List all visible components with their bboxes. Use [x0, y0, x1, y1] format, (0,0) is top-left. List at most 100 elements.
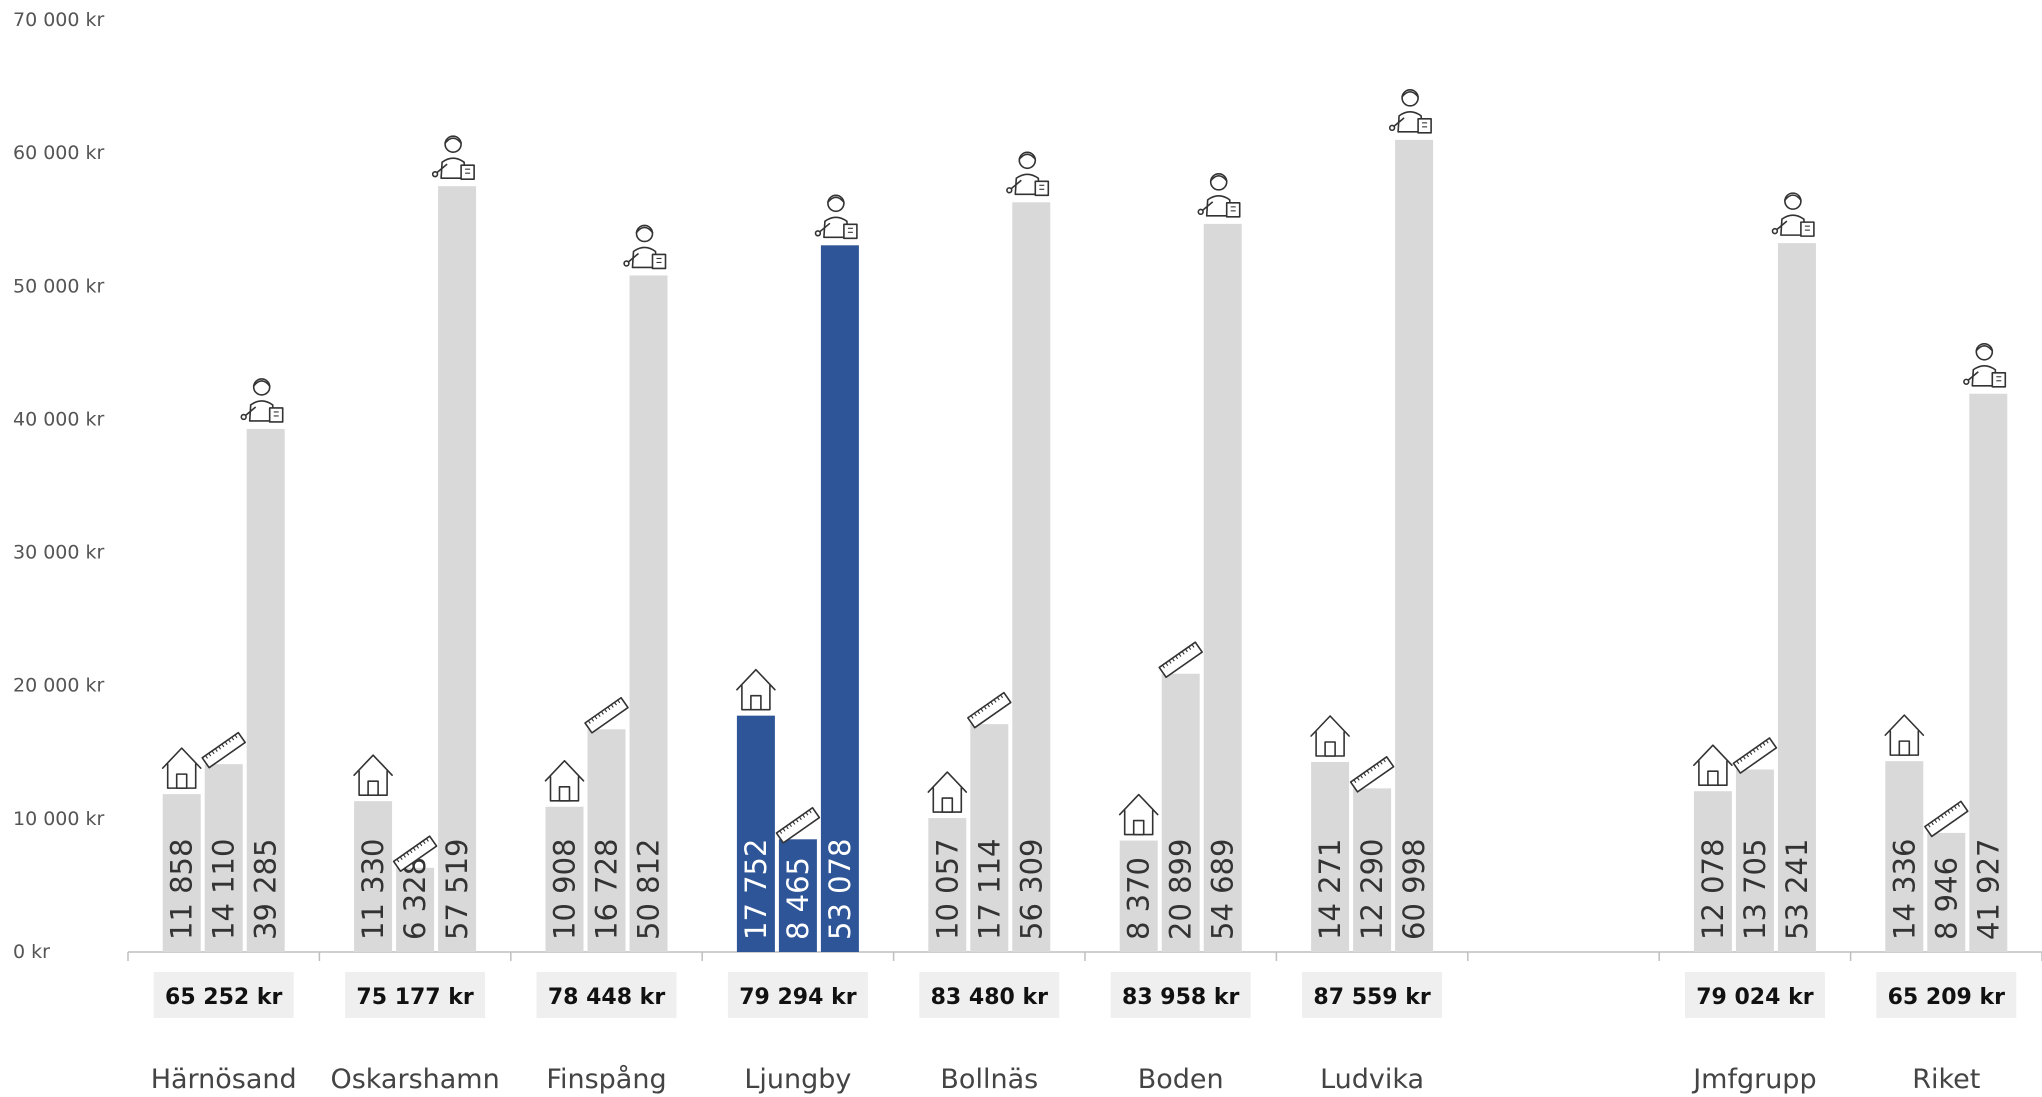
total-box — [1110, 972, 1251, 1018]
house-icon — [927, 771, 968, 813]
total-value: 65 209 kr — [1888, 985, 2005, 1010]
y-tick-label: 50 000 kr — [13, 275, 105, 297]
category-label: Härnösand — [151, 1064, 297, 1095]
house-icon — [161, 747, 202, 789]
bar-value-label: 8 465 — [781, 857, 815, 940]
total-value: 79 024 kr — [1696, 985, 1813, 1010]
teacher-icon — [1771, 192, 1815, 237]
teacher-icon — [240, 378, 284, 423]
bar — [1969, 393, 2008, 952]
ruler-icon — [1349, 756, 1395, 793]
ruler-icon — [1924, 800, 1969, 838]
bar — [162, 794, 201, 952]
bars — [162, 139, 2008, 953]
ruler-icon — [1158, 641, 1203, 679]
category-label: Riket — [1912, 1064, 1980, 1095]
teacher-icon — [1197, 173, 1241, 218]
teacher-icon — [1006, 151, 1050, 197]
bar — [1395, 139, 1434, 952]
bar-value-label: 17 114 — [972, 839, 1006, 940]
category-label: Ludvika — [1320, 1064, 1424, 1095]
bar-value-label: 14 336 — [1887, 839, 1921, 940]
category-label: Ljungby — [744, 1064, 851, 1095]
bar — [1161, 673, 1200, 952]
bar-value-label: 54 689 — [1206, 839, 1240, 940]
total-value: 75 177 kr — [356, 985, 473, 1010]
ruler-icon — [967, 691, 1012, 729]
bar — [354, 801, 393, 952]
bar-value-label: 10 057 — [930, 839, 964, 940]
total-box — [919, 972, 1060, 1018]
bar — [1203, 223, 1242, 952]
icons — [161, 89, 2007, 873]
y-tick-label: 10 000 kr — [13, 808, 105, 830]
ruler-icon — [584, 696, 629, 734]
bar-value-label: 14 271 — [1313, 839, 1347, 940]
y-tick-label: 70 000 kr — [13, 9, 105, 31]
total-box — [727, 972, 868, 1018]
bar — [1012, 202, 1051, 952]
bar — [1311, 761, 1350, 952]
bar-value-label: 39 285 — [249, 839, 283, 940]
house-icon — [1693, 744, 1733, 786]
house-icon — [1118, 793, 1159, 836]
bar — [778, 839, 817, 952]
totals: 65 252 kr 75 177 kr 78 448 kr 79 294 kr 83 4… — [153, 972, 2017, 1018]
bar-value-label: 56 309 — [1014, 839, 1048, 940]
value-labels: 11 858 14 110 39 285 11 330 6 328 57 519 10 90… — [165, 839, 2006, 940]
category-label: Oskarshamn — [330, 1064, 499, 1095]
bar — [928, 818, 967, 952]
house-icon — [544, 759, 585, 802]
total-value: 78 448 kr — [548, 985, 665, 1010]
total-value: 65 252 kr — [165, 985, 282, 1010]
y-tick-label: 30 000 kr — [13, 542, 105, 564]
house-icon — [736, 668, 776, 711]
total-box — [1302, 972, 1443, 1018]
teacher-icon — [623, 224, 667, 270]
bar — [1119, 840, 1158, 952]
bar-value-label: 60 998 — [1397, 839, 1431, 940]
bar-value-label: 11 330 — [356, 839, 390, 940]
bar-value-label: 16 728 — [590, 839, 624, 940]
bar-value-label: 11 858 — [165, 839, 199, 940]
bar — [1353, 788, 1392, 952]
bar-value-label: 57 519 — [440, 839, 474, 940]
bar — [204, 764, 243, 952]
bar — [587, 729, 626, 952]
house-icon — [1884, 714, 1925, 756]
ruler-icon — [1732, 737, 1778, 774]
bar — [545, 806, 584, 952]
total-value: 87 559 kr — [1313, 985, 1430, 1010]
total-box — [1876, 972, 2017, 1018]
total-box — [153, 972, 294, 1018]
bar-value-label: 41 927 — [1971, 839, 2005, 940]
category-label: Bollnäs — [940, 1064, 1038, 1095]
total-box — [536, 972, 677, 1018]
bar — [629, 275, 668, 953]
bar-value-label: 12 078 — [1696, 839, 1730, 940]
bar-value-label: 12 290 — [1355, 839, 1389, 940]
total-value: 79 294 kr — [739, 985, 856, 1010]
bar-value-label: 8 370 — [1122, 857, 1156, 940]
bar-value-label: 17 752 — [739, 839, 773, 940]
ruler-icon — [201, 731, 246, 769]
bar — [820, 245, 859, 953]
category-label: Jmfgrupp — [1691, 1064, 1816, 1095]
category-label: Boden — [1138, 1064, 1224, 1095]
total-box — [1684, 972, 1825, 1018]
house-icon — [353, 754, 393, 796]
house-icon — [1310, 715, 1350, 757]
total-box — [345, 972, 486, 1018]
teacher-icon — [1388, 89, 1432, 134]
y-tick-label: 0 kr — [13, 941, 50, 963]
bar-value-label: 6 328 — [398, 857, 432, 940]
total-value: 83 480 kr — [931, 985, 1048, 1010]
bar — [1777, 243, 1816, 953]
ruler-icon — [775, 806, 821, 844]
bar — [1693, 791, 1732, 952]
bar — [1927, 832, 1966, 952]
y-tick-label: 40 000 kr — [13, 408, 105, 430]
teacher-icon — [431, 135, 475, 180]
y-tick-label: 60 000 kr — [13, 142, 105, 164]
bar — [970, 724, 1009, 952]
